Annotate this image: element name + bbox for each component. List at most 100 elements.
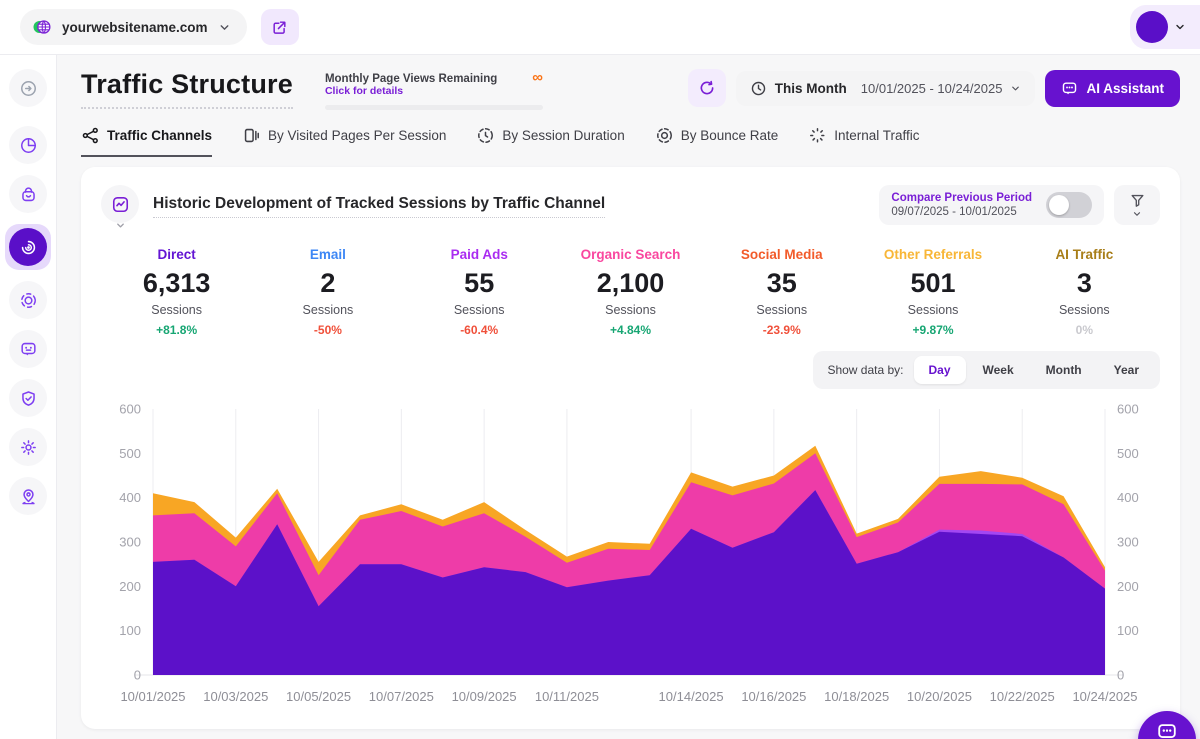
sidebar-item-location-pin[interactable] [9,477,47,515]
channel-label: Paid Ads [450,247,508,262]
svg-text:300: 300 [119,535,141,550]
user-menu[interactable] [1130,5,1200,49]
channel-stat-ai-traffic[interactable]: AI Traffic 3 Sessions 0% [1009,247,1160,337]
svg-text:10/14/2025: 10/14/2025 [659,689,724,704]
channel-stat-paid-ads[interactable]: Paid Ads 55 Sessions -60.4% [404,247,555,337]
shield-check-icon [19,389,38,408]
channel-stat-direct[interactable]: Direct 6,313 Sessions +81.8% [101,247,252,337]
sidebar-item-pie-chart[interactable] [9,126,47,164]
open-website-button[interactable] [260,9,299,45]
external-link-icon [271,19,288,36]
sidebar-item-settings-gear[interactable] [9,428,47,466]
channel-sessions-value: 35 [766,268,797,298]
chevron-down-icon [1010,83,1021,94]
svg-text:10/11/2025: 10/11/2025 [535,689,599,704]
page-views-remaining-block: Monthly Page Views Remaining Click for d… [324,69,543,110]
svg-text:0: 0 [134,668,141,683]
svg-text:10/20/2025: 10/20/2025 [907,689,972,704]
channel-sessions-value: 2,100 [596,268,665,298]
channel-stat-email[interactable]: Email 2 Sessions -50% [252,247,403,337]
period-label: This Month [774,80,847,96]
channel-stats-row: Direct 6,313 Sessions +81.8% Email 2 Sessions -… [101,247,1160,337]
channel-sessions-unit: Sessions [1058,303,1110,317]
tab-by-session-duration[interactable]: By Session Duration [476,126,625,157]
show-data-by-group: Show data by: Day Week Month Year [813,351,1160,389]
sidebar-item-traffic-radar[interactable] [5,224,51,270]
collapse-sidebar-icon [19,79,38,98]
show-data-by-label: Show data by: [827,363,904,377]
channel-label: Organic Search [580,247,681,262]
sidebar-item-shield-check[interactable] [9,379,47,417]
show-data-by-day[interactable]: Day [913,356,966,384]
svg-text:10/24/2025: 10/24/2025 [1072,689,1137,704]
website-selector[interactable]: yourwebsitename.com [20,9,247,45]
svg-text:10/22/2025: 10/22/2025 [990,689,1055,704]
channel-delta: +9.87% [912,323,954,337]
channel-sessions-unit: Sessions [907,303,959,317]
tab-internal-traffic[interactable]: Internal Traffic [808,126,920,157]
svg-text:0: 0 [1117,668,1124,683]
area-series-direct [153,490,1105,675]
svg-text:400: 400 [119,490,141,505]
channel-delta: 0% [1075,323,1093,337]
channel-sessions-value: 501 [910,268,956,298]
ai-assistant-button[interactable]: AI Assistant [1045,69,1180,107]
website-name: yourwebsitename.com [62,19,208,35]
tab-by-bounce-rate[interactable]: By Bounce Rate [655,126,779,157]
svg-text:300: 300 [1117,535,1139,550]
sidebar-item-focus-scan[interactable] [9,281,47,319]
svg-text:200: 200 [1117,579,1139,594]
sidebar-item-collapse-sidebar[interactable] [9,69,47,107]
main-content: Traffic Structure Monthly Page Views Rem… [57,55,1200,739]
ai-assistant-label: AI Assistant [1086,80,1164,96]
channel-label: Email [309,247,346,262]
refresh-button[interactable] [687,69,726,107]
traffic-radar-icon [9,228,47,266]
sidebar-item-chat-feedback[interactable] [9,330,47,368]
channel-sessions-unit: Sessions [453,303,505,317]
svg-text:10/03/2025: 10/03/2025 [203,689,268,704]
page-title: Traffic Structure [81,69,293,109]
svg-text:500: 500 [1117,446,1139,461]
channel-delta: +4.84% [609,323,651,337]
channel-stat-social-media[interactable]: Social Media 35 Sessions -23.9% [706,247,857,337]
page-views-details-link[interactable]: Click for details [324,85,404,97]
clock-icon [750,80,767,97]
traffic-chart[interactable]: 0 0 100 100 200 200 300 300 400 400 500 500 600 600 10… [101,395,1157,709]
show-data-by-week[interactable]: Week [968,356,1029,384]
channel-stat-other-referrals[interactable]: Other Referrals 501 Sessions +9.87% [857,247,1008,337]
svg-text:10/07/2025: 10/07/2025 [369,689,434,704]
channel-delta: +81.8% [156,323,198,337]
tab-label: Internal Traffic [834,128,920,143]
channel-stat-organic-search[interactable]: Organic Search 2,100 Sessions +4.84% [555,247,706,337]
channel-label: Direct [157,247,196,262]
svg-text:10/18/2025: 10/18/2025 [824,689,889,704]
duration-icon [476,126,495,145]
tab-label: Traffic Channels [107,128,213,143]
svg-text:600: 600 [1117,402,1139,417]
tab-by-visited-pages-per-session[interactable]: By Visited Pages Per Session [242,126,446,157]
top-bar: yourwebsitename.com [0,0,1200,55]
tab-label: By Visited Pages Per Session [268,128,447,143]
svg-text:400: 400 [1117,490,1139,505]
settings-gear-icon [19,438,38,457]
svg-text:10/01/2025: 10/01/2025 [120,689,185,704]
tab-traffic-channels[interactable]: Traffic Channels [81,126,213,157]
focus-scan-icon [19,291,38,310]
filter-button[interactable] [1114,185,1160,225]
chart-type-button[interactable] [101,185,139,231]
channel-label: AI Traffic [1055,247,1114,262]
show-data-by-year[interactable]: Year [1099,356,1154,384]
channel-label: Social Media [740,247,823,262]
show-data-by-month[interactable]: Month [1031,356,1097,384]
channel-sessions-unit: Sessions [756,303,808,317]
tab-label: By Bounce Rate [680,128,779,143]
chevron-down-icon [218,21,231,34]
avatar [1136,11,1168,43]
card-title: Historic Development of Tracked Sessions… [153,195,606,218]
sidebar-item-shopping-bag[interactable] [9,175,47,213]
chevron-down-icon [1132,209,1142,219]
shopping-bag-icon [19,185,38,204]
compare-toggle[interactable] [1046,192,1092,218]
date-range-selector[interactable]: This Month 10/01/2025 - 10/24/2025 [735,70,1036,106]
